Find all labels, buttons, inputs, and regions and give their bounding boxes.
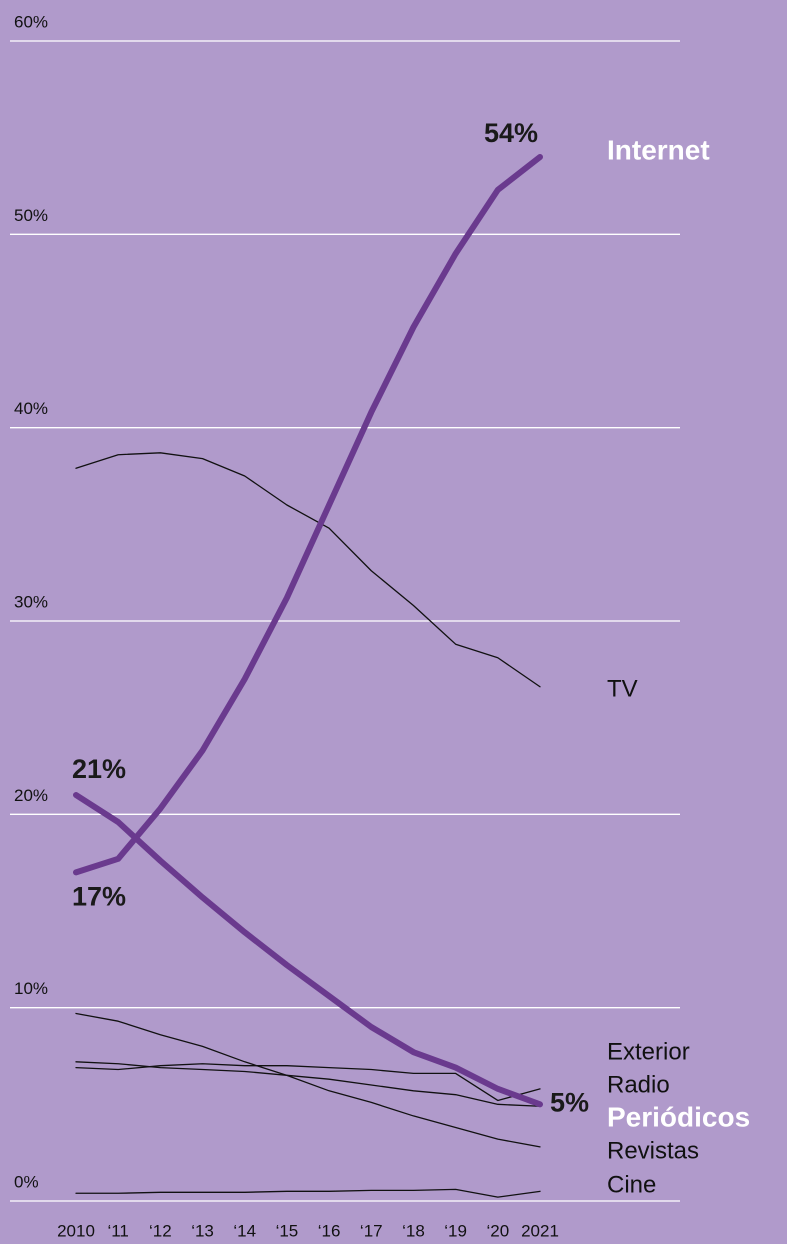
series-line bbox=[75, 452, 541, 688]
y-tick-label: 10% bbox=[14, 979, 48, 998]
x-tick-label: ‘20 bbox=[486, 1221, 509, 1240]
series-line bbox=[75, 1188, 541, 1198]
x-tick-label: ‘15 bbox=[276, 1221, 299, 1240]
x-tick-label: 2021 bbox=[521, 1221, 559, 1240]
x-tick-label: ‘18 bbox=[402, 1221, 425, 1240]
value-label: 5% bbox=[550, 1087, 589, 1117]
series-line bbox=[73, 154, 543, 876]
series-line bbox=[75, 1061, 541, 1107]
series-line bbox=[75, 1012, 541, 1148]
x-tick-label: 2010 bbox=[57, 1221, 95, 1240]
series-label: Internet bbox=[607, 134, 710, 165]
series-label: Revistas bbox=[607, 1137, 699, 1164]
value-label: 17% bbox=[72, 881, 126, 911]
x-tick-label: ‘16 bbox=[318, 1221, 341, 1240]
series-label: Cine bbox=[607, 1171, 656, 1198]
y-tick-label: 0% bbox=[14, 1172, 39, 1191]
series-label: Exterior bbox=[607, 1038, 690, 1065]
x-tick-label: ‘13 bbox=[191, 1221, 214, 1240]
x-tick-label: ‘19 bbox=[444, 1221, 467, 1240]
value-label: 21% bbox=[72, 754, 126, 784]
x-tick-label: ‘12 bbox=[149, 1221, 172, 1240]
series-label: Periódicos bbox=[607, 1101, 750, 1132]
y-tick-label: 30% bbox=[14, 592, 48, 611]
y-tick-label: 40% bbox=[14, 399, 48, 418]
y-tick-label: 20% bbox=[14, 786, 48, 805]
series-line bbox=[73, 792, 543, 1108]
x-tick-label: ‘11 bbox=[107, 1221, 128, 1240]
x-tick-label: ‘14 bbox=[233, 1221, 256, 1240]
y-tick-label: 60% bbox=[14, 12, 48, 31]
series-label: TV bbox=[607, 675, 638, 702]
x-tick-label: ‘17 bbox=[360, 1221, 383, 1240]
y-tick-label: 50% bbox=[14, 206, 48, 225]
series-label: Radio bbox=[607, 1071, 670, 1098]
value-label: 54% bbox=[484, 118, 538, 148]
